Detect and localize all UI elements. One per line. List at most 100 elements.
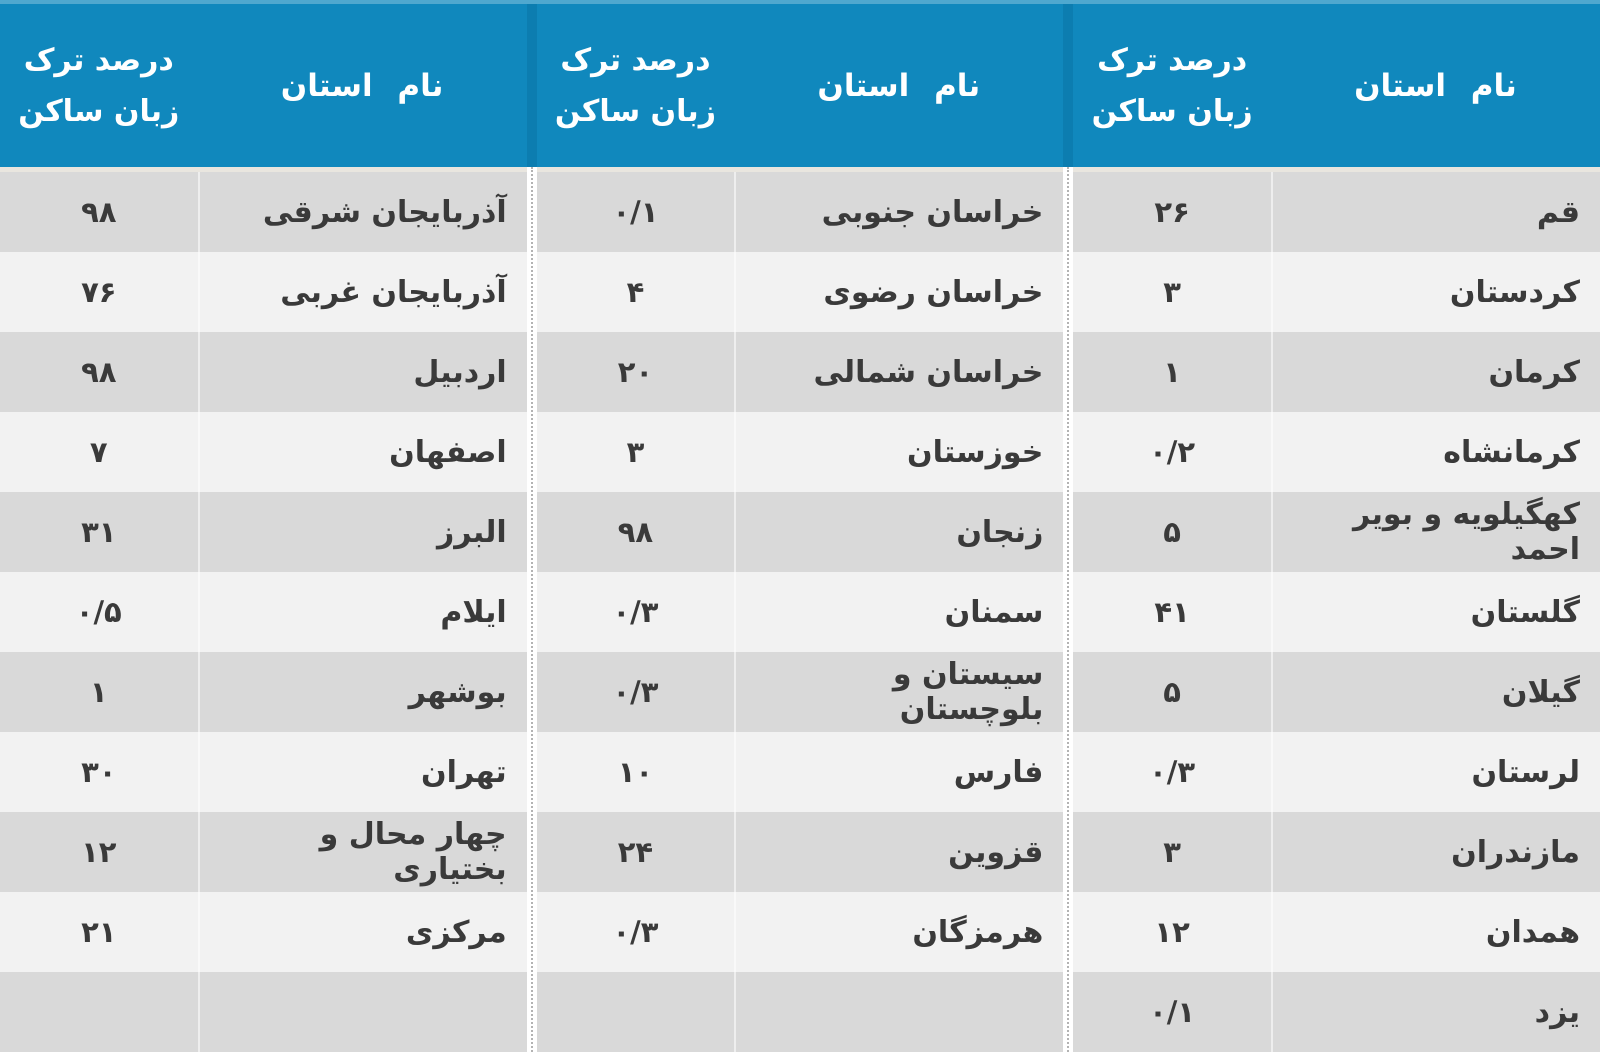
turkish-percent-header-line1: درصد ترک: [560, 42, 711, 78]
turkish-percent-header-line2: زبان ساکن: [18, 93, 180, 129]
percent-value-cell: ۰/۵: [75, 595, 122, 629]
table-row: قزوین ۲۴: [536, 812, 1064, 892]
table-row: خراسان شمالی ۲۰: [536, 332, 1064, 412]
table-row: هرمزگان ۰/۳: [536, 892, 1064, 972]
percent-value-cell: ۲۶: [1154, 195, 1190, 229]
percent-value-cell: ۰/۳: [612, 675, 659, 709]
turkish-percent-header-line2: زبان ساکن: [1091, 93, 1253, 129]
province-name-cell: کردستان: [1270, 252, 1600, 332]
table-row: سمنان ۰/۳: [536, 572, 1064, 652]
group-separator-dotted-line: [526, 167, 537, 1052]
province-name-cell: ایلام: [197, 572, 527, 652]
province-name-cell: گلستان: [1270, 572, 1600, 652]
percent-value-cell: ۳۰: [81, 755, 117, 789]
percent-value-cell: ۱۲: [81, 835, 117, 869]
table-row: ایلام ۰/۵: [0, 572, 527, 652]
province-name-cell: خراسان شمالی: [734, 332, 1063, 412]
province-name-cell: آذربایجان شرقی: [197, 172, 527, 252]
table-row: البرز ۳۱: [0, 492, 527, 572]
province-name-cell: قم: [1270, 172, 1600, 252]
table-row: آذربایجان غربی ۷۶: [0, 252, 527, 332]
table-row: خوزستان ۳: [536, 412, 1064, 492]
percent-value-cell: ۲۱: [81, 915, 117, 949]
province-name-cell: [197, 972, 527, 1052]
turkish-percent-header-line1: درصد ترک: [1097, 42, 1248, 78]
table-row: زنجان ۹۸: [536, 492, 1064, 572]
province-name-cell: اصفهان: [197, 412, 527, 492]
table-row: آذربایجان شرقی ۹۸: [0, 172, 527, 252]
table-row: کهگیلویه و بویر احمد ۵: [1073, 492, 1600, 572]
table-row: [0, 972, 527, 1052]
group-header: نام استان درصد ترک زبان ساکن: [536, 4, 1064, 167]
table-row: مرکزی ۲۱: [0, 892, 527, 972]
table-row: اصفهان ۷: [0, 412, 527, 492]
province-name-cell: اردبیل: [197, 332, 527, 412]
percent-value-cell: ۵: [1163, 515, 1181, 549]
province-name-cell: همدان: [1270, 892, 1600, 972]
percent-value-cell: ۰/۳: [612, 595, 659, 629]
percent-value-cell: ۵: [1163, 675, 1181, 709]
province-name-cell: آذربایجان غربی: [197, 252, 527, 332]
table-group-right: نام استان درصد ترک زبان ساکن قم ۲۶ کردست…: [1073, 4, 1600, 1052]
table-row: خراسان رضوی ۴: [536, 252, 1064, 332]
group-separator-header-part: [1063, 4, 1074, 167]
percent-value-cell: ۱۲: [1154, 915, 1190, 949]
province-name-cell: زنجان: [734, 492, 1063, 572]
province-name-cell: خراسان جنوبی: [734, 172, 1063, 252]
group-rows: آذربایجان شرقی ۹۸ آذربایجان غربی ۷۶ اردب…: [0, 167, 527, 1052]
table-row: خراسان جنوبی ۰/۱: [536, 172, 1064, 252]
percent-value-cell: ۱۰: [617, 755, 654, 789]
percent-value-cell: ۷۶: [81, 275, 117, 309]
province-name-cell: کهگیلویه و بویر احمد: [1270, 492, 1600, 572]
percent-value-cell: ۰/۱: [612, 195, 659, 229]
turkish-percent-header: درصد ترک زبان ساکن: [1073, 35, 1270, 137]
table-row: گلستان ۴۱: [1073, 572, 1600, 652]
table-row: چهار محال و بختیاری ۱۲: [0, 812, 527, 892]
province-name-cell: بوشهر: [197, 652, 527, 732]
group-header: نام استان درصد ترک زبان ساکن: [1073, 4, 1600, 167]
table-row: کرمان ۱: [1073, 332, 1600, 412]
group-separator: [1063, 4, 1074, 1052]
percent-value-cell: ۰/۳: [1149, 755, 1196, 789]
percent-value-cell: ۳: [626, 435, 645, 469]
group-header: نام استان درصد ترک زبان ساکن: [0, 4, 527, 167]
province-name-cell: البرز: [197, 492, 527, 572]
percent-value-cell: ۲۴: [617, 835, 654, 869]
province-name-cell: فارس: [734, 732, 1063, 812]
province-name-cell: مرکزی: [197, 892, 527, 972]
table-row: کردستان ۳: [1073, 252, 1600, 332]
percent-value-cell: ۰/۲: [1149, 435, 1196, 469]
province-name-cell: تهران: [197, 732, 527, 812]
province-name-cell: چهار محال و بختیاری: [197, 812, 527, 892]
table-group-left: نام استان درصد ترک زبان ساکن آذربایجان ش…: [0, 4, 527, 1052]
group-rows: خراسان جنوبی ۰/۱ خراسان رضوی ۴ خراسان شم…: [536, 167, 1064, 1052]
table-row: فارس ۱۰: [536, 732, 1064, 812]
province-name-header: نام استان: [817, 67, 981, 104]
province-name-header: نام استان: [1354, 67, 1517, 104]
table-row: یزد ۰/۱: [1073, 972, 1600, 1052]
table-row: گیلان ۵: [1073, 652, 1600, 732]
group-separator: [526, 4, 537, 1052]
table-row: کرمانشاه ۰/۲: [1073, 412, 1600, 492]
group-separator-dotted-line: [1063, 167, 1074, 1052]
province-name-cell: مازندران: [1270, 812, 1600, 892]
percent-value-cell: ۱: [1163, 355, 1181, 389]
percent-value-cell: ۳: [1163, 275, 1181, 309]
province-name-cell: قزوین: [734, 812, 1063, 892]
group-separator-header-part: [526, 4, 537, 167]
percent-value-cell: ۲۰: [617, 355, 654, 389]
table-group-middle: نام استان درصد ترک زبان ساکن خراسان جنوب…: [536, 4, 1064, 1052]
table-row: [536, 972, 1064, 1052]
percent-value-cell: ۰/۳: [612, 915, 659, 949]
table-row: اردبیل ۹۸: [0, 332, 527, 412]
table-row: لرستان ۰/۳: [1073, 732, 1600, 812]
province-name-cell: کرمانشاه: [1270, 412, 1600, 492]
table-row: بوشهر ۱: [0, 652, 527, 732]
province-name-cell: خوزستان: [734, 412, 1063, 492]
province-name-header: نام استان: [280, 67, 444, 104]
table-row: سیستان و بلوچستان ۰/۳: [536, 652, 1064, 732]
percent-value-cell: ۹۸: [81, 355, 117, 389]
province-name-cell: سیستان و بلوچستان: [734, 652, 1063, 732]
percent-value-cell: ۰/۱: [1149, 995, 1196, 1029]
